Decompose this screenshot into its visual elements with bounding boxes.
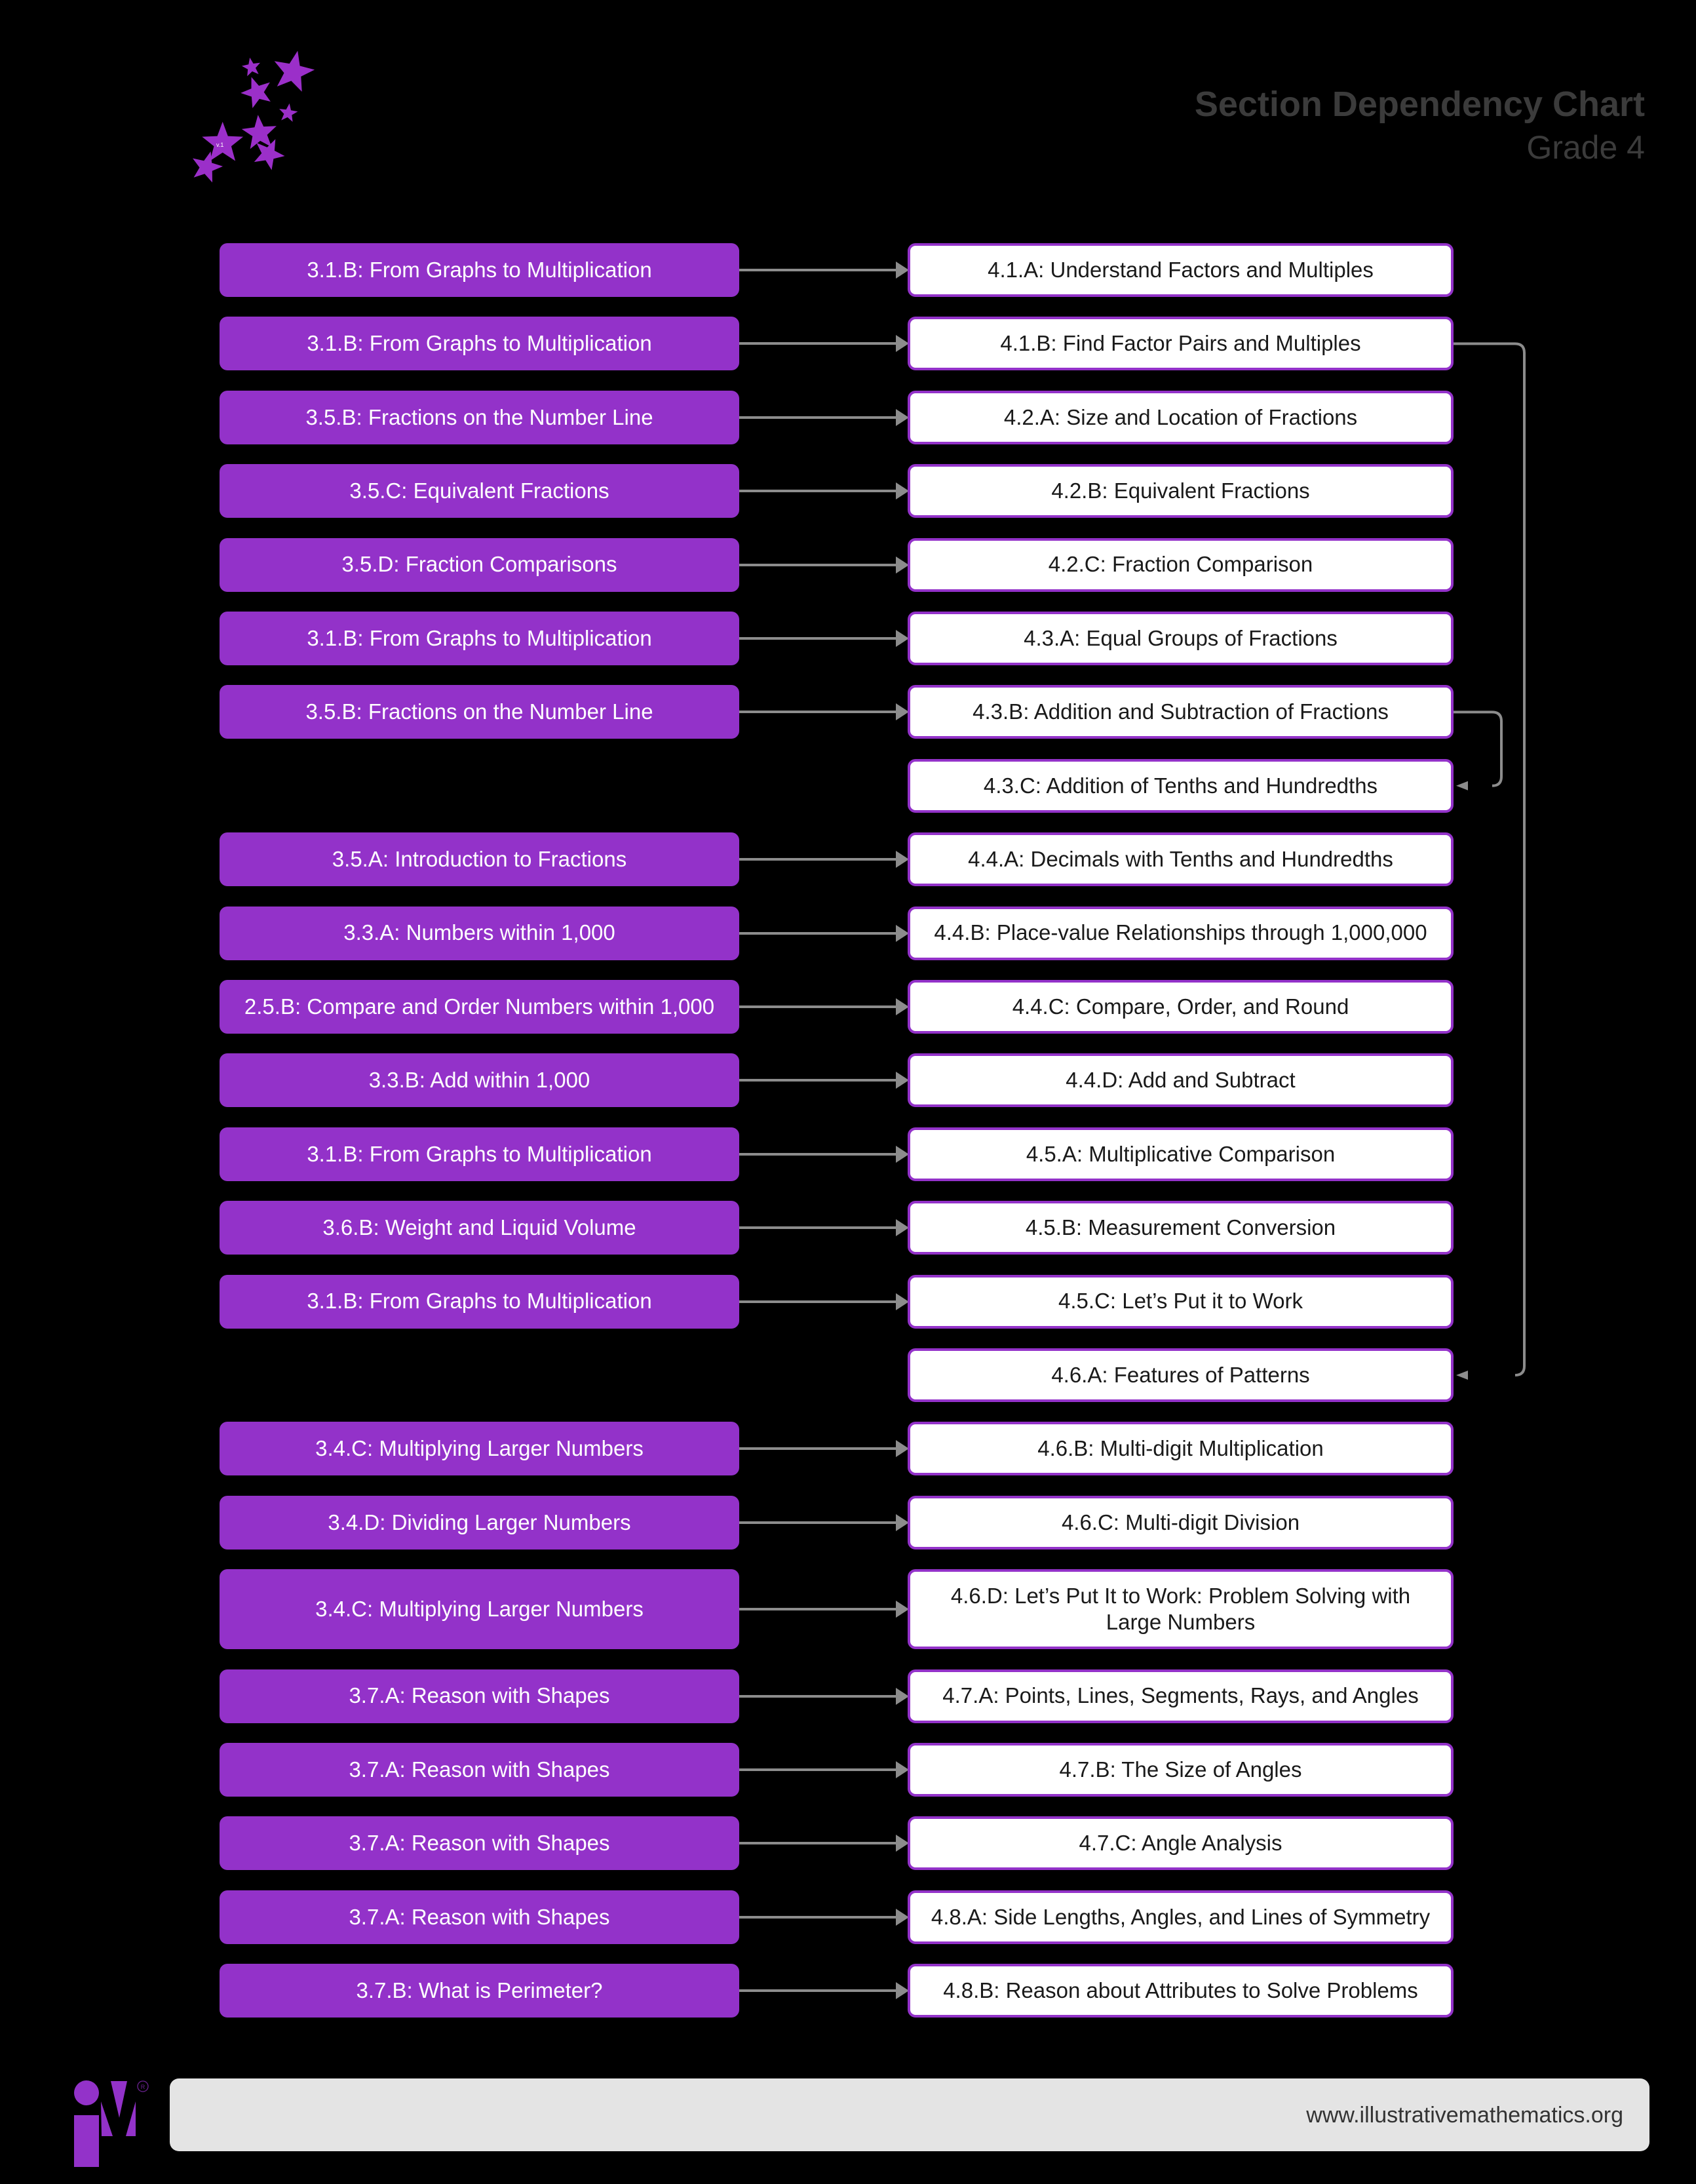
svg-text:www.illustrativemathematics.or: www.illustrativemathematics.org [1305, 2103, 1623, 2128]
svg-text:R: R [141, 2084, 145, 2090]
